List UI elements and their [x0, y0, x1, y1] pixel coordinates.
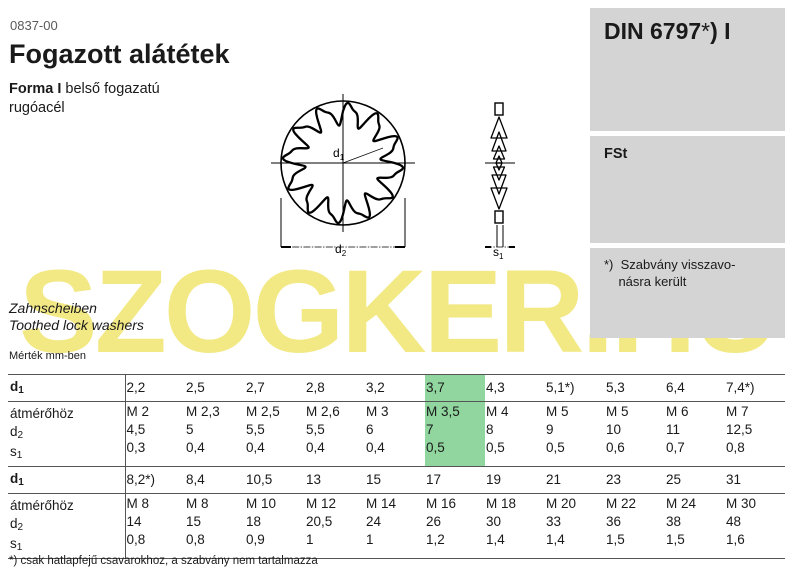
svg-text:d2: d2 — [335, 242, 347, 258]
